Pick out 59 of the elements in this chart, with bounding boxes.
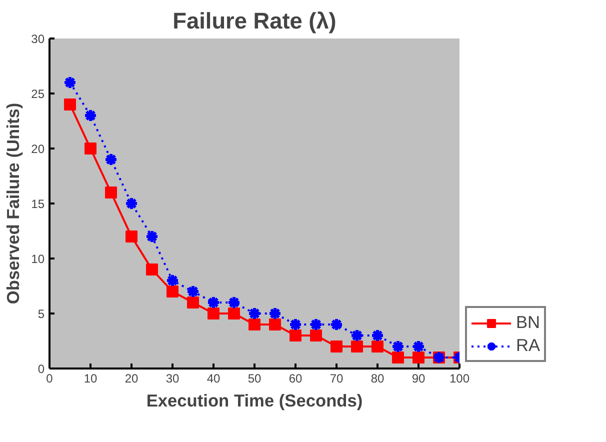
point — [227, 296, 241, 310]
y-tick-label: 0 — [38, 362, 45, 376]
point — [351, 340, 363, 352]
y-tick-label: 30 — [31, 32, 45, 46]
x-tick-label: 60 — [288, 372, 302, 386]
y-tick-label: 25 — [31, 87, 45, 101]
point — [288, 318, 302, 332]
point — [145, 230, 159, 244]
point — [146, 264, 158, 276]
point — [370, 328, 384, 342]
point — [350, 328, 364, 342]
point — [166, 274, 180, 288]
point — [105, 186, 117, 198]
point — [412, 352, 424, 364]
point — [228, 308, 240, 320]
point — [391, 340, 405, 354]
point — [126, 230, 138, 242]
point — [63, 76, 77, 90]
point — [330, 340, 342, 352]
legend-label: BN — [516, 312, 540, 333]
legend-label: RA — [516, 335, 540, 356]
point — [248, 318, 260, 330]
point — [269, 318, 281, 330]
point — [187, 296, 199, 308]
point — [84, 108, 98, 122]
point — [124, 196, 138, 210]
point — [248, 306, 262, 320]
point — [104, 152, 118, 166]
x-tick-label: 70 — [330, 372, 344, 386]
point — [208, 308, 220, 320]
point — [310, 330, 322, 342]
x-tick-label: 40 — [206, 372, 220, 386]
chart-title: Failure Rate (λ) — [172, 8, 336, 34]
point — [206, 296, 220, 310]
point — [64, 98, 76, 110]
y-tick-label: 10 — [31, 252, 45, 266]
x-tick-label: 0 — [46, 372, 54, 386]
point — [290, 330, 302, 342]
point — [309, 318, 323, 332]
y-tick-label: 5 — [38, 307, 45, 321]
x-tick-label: 10 — [84, 372, 98, 386]
y-axis-title: Observed Failure (Units) — [3, 102, 24, 304]
point — [330, 318, 344, 332]
x-tick-label: 20 — [124, 372, 138, 386]
x-tick-label: 90 — [412, 372, 426, 386]
point — [372, 340, 384, 352]
point — [412, 340, 426, 354]
point — [84, 142, 96, 154]
x-tick-label: 50 — [248, 372, 262, 386]
y-tick-label: 20 — [31, 142, 45, 156]
x-tick-label: 80 — [370, 372, 384, 386]
point — [166, 286, 178, 298]
point — [392, 352, 404, 364]
x-tick-label: 100 — [449, 372, 470, 386]
y-tick-label: 15 — [31, 197, 45, 211]
x-axis-title: Execution Time (Seconds) — [146, 390, 363, 410]
point — [186, 284, 200, 298]
point — [268, 306, 282, 320]
x-tick-label: 30 — [166, 372, 180, 386]
